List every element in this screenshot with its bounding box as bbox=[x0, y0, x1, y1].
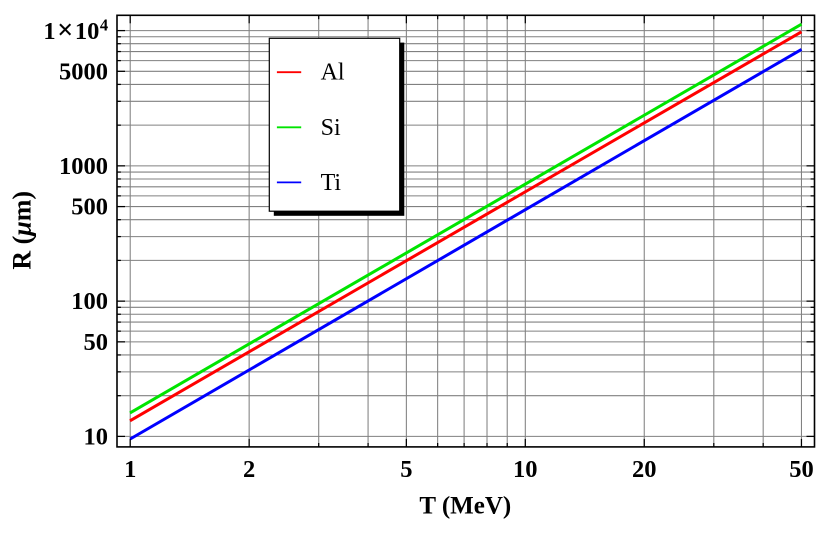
svg-text:1×104: 1×104 bbox=[43, 15, 108, 46]
svg-text:Ti: Ti bbox=[321, 170, 342, 196]
svg-text:5: 5 bbox=[400, 456, 412, 483]
svg-text:20: 20 bbox=[632, 456, 657, 483]
svg-text:50: 50 bbox=[789, 456, 814, 483]
svg-text:T (MeV): T (MeV) bbox=[419, 493, 511, 520]
svg-text:1000: 1000 bbox=[59, 153, 108, 180]
svg-text:100: 100 bbox=[71, 288, 108, 315]
svg-text:R (μm): R (μm) bbox=[8, 191, 37, 270]
svg-text:50: 50 bbox=[84, 329, 109, 356]
svg-text:2: 2 bbox=[243, 456, 255, 483]
svg-text:1: 1 bbox=[124, 456, 136, 483]
svg-text:500: 500 bbox=[71, 194, 108, 221]
svg-text:10: 10 bbox=[84, 424, 109, 451]
svg-text:Al: Al bbox=[321, 59, 345, 85]
svg-text:5000: 5000 bbox=[59, 58, 108, 85]
svg-text:10: 10 bbox=[513, 456, 538, 483]
svg-text:Si: Si bbox=[321, 115, 341, 141]
